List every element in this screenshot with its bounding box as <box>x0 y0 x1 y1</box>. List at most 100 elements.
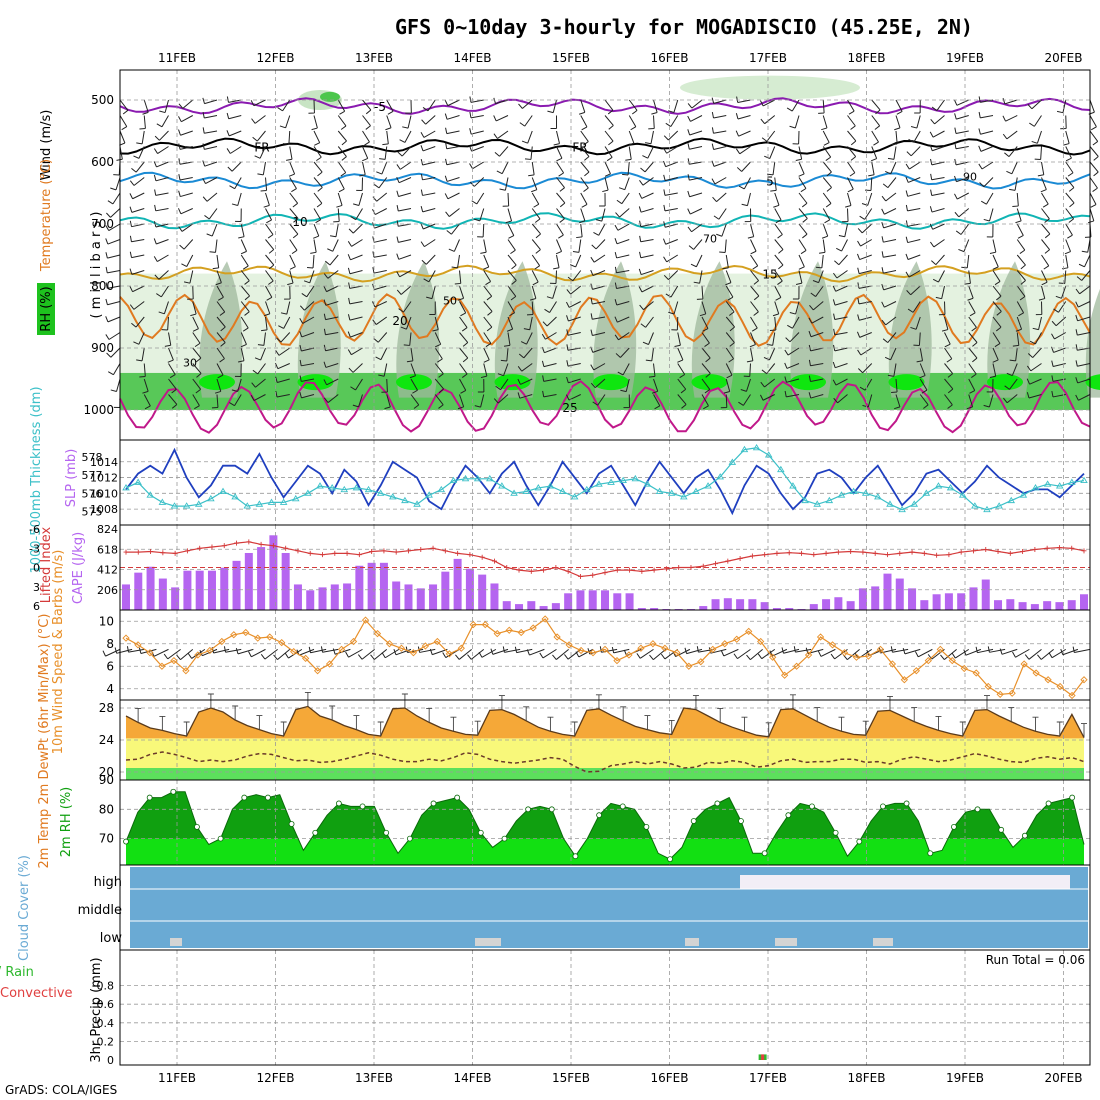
rh-point <box>241 794 248 801</box>
upper-wind-barb <box>131 161 145 173</box>
rh-patch-upper <box>680 75 860 100</box>
thickness-point <box>655 487 664 494</box>
rh-point <box>359 803 366 810</box>
rh-patch-upper-core <box>320 91 340 102</box>
surface-wind-barb <box>1072 646 1091 653</box>
upper-wind-barb <box>1065 208 1075 223</box>
surface-wind-barb <box>963 648 982 656</box>
upper-wind-barb <box>868 161 875 177</box>
precip-tick-label: 0.8 <box>97 980 115 993</box>
wind-speed-point <box>421 642 430 650</box>
upper-wind-barb <box>832 361 848 369</box>
dewpoint-line <box>125 751 1085 773</box>
lifted-index-point <box>639 568 645 574</box>
upper-wind-barb <box>275 376 290 383</box>
upper-wind-barb <box>240 332 247 348</box>
upper-wind-barb <box>615 208 630 218</box>
upper-wind-barb <box>154 270 169 280</box>
upper-wind-barb <box>1026 363 1042 372</box>
dewpoint-base-fill <box>126 768 1084 780</box>
upper-wind-barb <box>687 158 703 165</box>
temp-tick-label: 24 <box>99 733 114 747</box>
surface-wind-barb <box>176 648 194 661</box>
top-date-label: 18FEB <box>848 51 886 65</box>
upper-wind-barb <box>628 115 637 131</box>
wind-speed-point <box>481 620 489 629</box>
upper-wind-barb <box>590 269 606 277</box>
upper-wind-barb <box>507 223 515 239</box>
upper-wind-barb <box>750 301 759 316</box>
thickness-point <box>134 478 142 485</box>
upper-wind-barb <box>1078 254 1091 268</box>
upper-wind-barb <box>381 378 388 393</box>
upper-wind-barb <box>699 301 707 317</box>
surface-wind-barb <box>793 646 812 653</box>
upper-wind-barb <box>787 316 800 329</box>
upper-wind-barb <box>648 115 655 130</box>
wind-speed-point <box>936 645 944 654</box>
cloud-level-label: middle <box>78 903 122 918</box>
wind-speed-point <box>649 640 657 648</box>
upper-wind-barb <box>531 270 539 286</box>
cape-bar <box>736 599 745 610</box>
upper-wind-barb <box>192 332 201 348</box>
wind-speed-point <box>301 654 310 663</box>
upper-wind-barb <box>822 130 830 146</box>
thickness-tick-label: 578 <box>82 451 103 464</box>
pressure-tick-label: 1000 <box>83 403 114 417</box>
upper-wind-barb <box>556 208 565 223</box>
lifted-index-axis-label: Lifted Index <box>39 526 54 603</box>
upper-wind-barb <box>677 347 684 363</box>
lifted-index-point <box>1081 548 1087 554</box>
upper-wind-barb <box>289 254 296 270</box>
upper-wind-barb <box>599 192 606 207</box>
upper-wind-barb <box>471 192 485 205</box>
lifted-index-point <box>307 550 313 556</box>
upper-wind-barb <box>216 285 224 301</box>
surface-wind-barb <box>599 646 618 653</box>
upper-wind-barb <box>674 332 681 347</box>
cape-tick-label: 618 <box>97 543 118 556</box>
lifted-index-point <box>1056 545 1062 551</box>
lifted-index-point <box>786 550 792 556</box>
upper-wind-barb <box>968 301 976 317</box>
millibars-axis-label: ( m i l l i b a r s ) <box>89 212 104 319</box>
upper-wind-barb <box>719 239 727 253</box>
upper-wind-barb <box>250 394 266 401</box>
temp-range-bar <box>498 695 505 710</box>
upper-wind-barb <box>313 223 320 239</box>
upper-wind-barb <box>864 177 873 191</box>
rh-point <box>406 835 413 842</box>
upper-wind-barb <box>164 332 172 347</box>
upper-wind-barb <box>906 146 921 157</box>
upper-wind-barb <box>822 192 832 208</box>
thickness-point <box>946 483 955 491</box>
pressure-tick-label: 900 <box>91 341 114 355</box>
lifted-index-point <box>958 549 964 555</box>
upper-wind-barb <box>566 376 581 384</box>
thickness-point <box>1043 480 1052 487</box>
upper-wind-barb <box>743 363 751 377</box>
upper-wind-barb <box>798 239 807 255</box>
upper-wind-barb <box>639 301 654 311</box>
upper-wind-barb <box>347 254 363 261</box>
upper-wind-barb <box>254 347 266 361</box>
upper-wind-barb <box>821 115 828 131</box>
upper-wind-barb <box>677 378 687 394</box>
upper-wind-barb <box>651 99 658 115</box>
surface-wind-barb <box>890 646 909 653</box>
thickness-point <box>801 496 809 504</box>
top-date-label: 13FEB <box>355 51 393 65</box>
upper-wind-barb <box>444 175 460 182</box>
isotherm-label: 25 <box>562 401 577 415</box>
thickness-point <box>789 482 797 489</box>
rh-point <box>1021 832 1028 839</box>
surface-wind-barb <box>696 646 715 653</box>
cape-bar <box>122 584 130 610</box>
lifted-index-point <box>221 543 227 549</box>
lifted-index-point <box>356 552 362 558</box>
slp-tick-label: 1010 <box>90 487 118 500</box>
upper-wind-barb <box>822 146 832 162</box>
upper-wind-barb <box>760 115 776 125</box>
upper-wind-barb <box>116 146 123 161</box>
